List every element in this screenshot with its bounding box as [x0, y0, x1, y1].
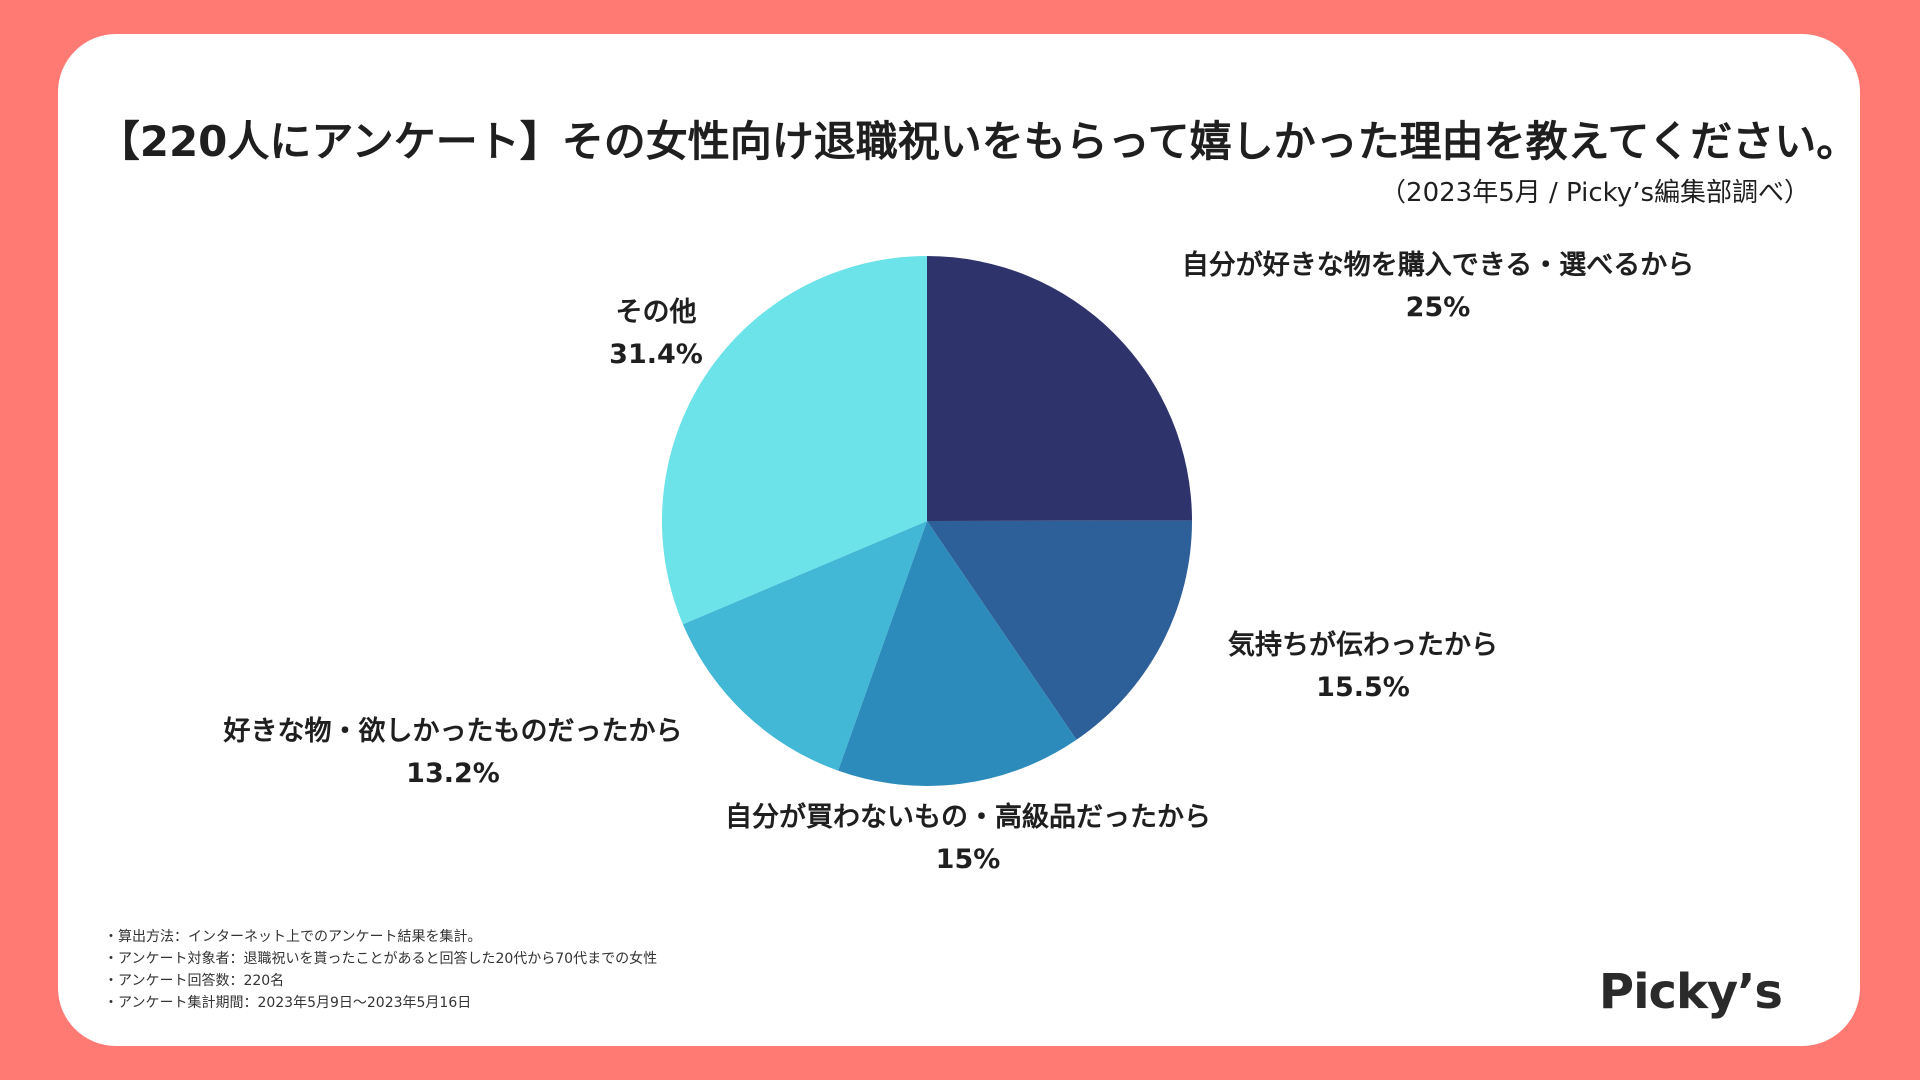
- slice-value-label-3: 13.2%: [406, 758, 500, 789]
- note-count: ・アンケート回答数：220名: [104, 973, 285, 989]
- slice-category-label-2: 自分が買わないもの・高級品だったから: [725, 801, 1211, 833]
- slice-value-label-0: 25%: [1406, 292, 1471, 323]
- pie-slice-3: [682, 521, 927, 771]
- note-target: ・アンケート対象者：退職祝いを貰ったことがあると回答した20代から70代までの女…: [104, 951, 658, 967]
- pie-slice-4: [661, 256, 927, 625]
- survey-notes: ・算出方法：インターネット上でのアンケート結果を集計。 ・アンケート対象者：退職…: [104, 926, 657, 1014]
- note-method: ・算出方法：インターネット上でのアンケート結果を集計。: [104, 929, 482, 945]
- pie-slice-0: [927, 256, 1192, 521]
- chart-title: 【220人にアンケート】その女性向け退職祝いをもらって嬉しかった理由を教えてくだ…: [97, 117, 1859, 166]
- pie-slice-1: [927, 520, 1193, 740]
- slice-value-label-1: 15.5%: [1316, 672, 1410, 703]
- slice-category-label-4: その他: [616, 297, 697, 328]
- slice-category-label-3: 好きな物・欲しかったものだったから: [223, 716, 683, 747]
- slice-value-label-2: 15%: [936, 844, 1001, 875]
- slice-value-label-4: 31.4%: [609, 339, 703, 370]
- brand-logo: Picky’s: [1598, 964, 1783, 1020]
- chart-subtitle: （2023年5月 / Picky’s編集部調べ）: [1380, 178, 1810, 208]
- slice-category-label-1: 気持ちが伝わったから: [1228, 629, 1498, 661]
- pie-chart: 自分が好きな物を購入できる・選べるから 25% 気持ちが伝わったから 15.5% 自分が…: [223, 249, 1695, 875]
- pie-slice-2: [838, 521, 1077, 786]
- note-period: ・アンケート集計期間：2023年5月9日〜2023年5月16日: [104, 995, 472, 1011]
- slice-category-label-0: 自分が好きな物を購入できる・選べるから: [1182, 249, 1694, 281]
- chart-card: 【220人にアンケート】その女性向け退職祝いをもらって嬉しかった理由を教えてくだ…: [58, 34, 1860, 1046]
